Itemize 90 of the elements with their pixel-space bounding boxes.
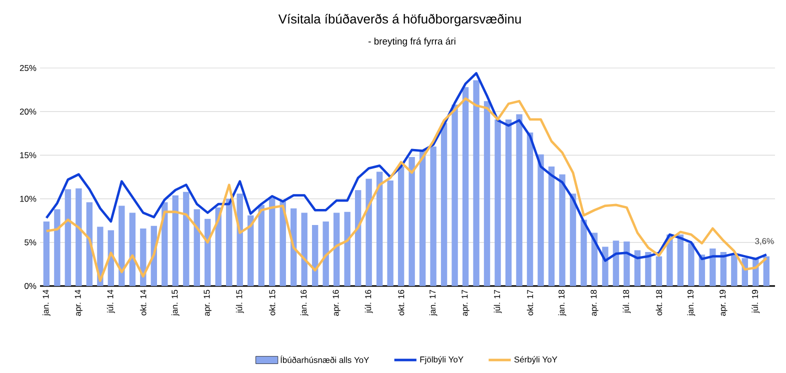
y-tick-label: 25%: [20, 65, 36, 71]
bar: [129, 212, 136, 286]
bar: [677, 234, 684, 286]
bar: [269, 198, 276, 286]
x-tick-label: júl. 17: [494, 290, 502, 314]
x-tick-label: jan. 18: [558, 290, 566, 316]
bar: [440, 122, 448, 286]
bar: [312, 224, 318, 286]
bar: [43, 221, 50, 286]
x-tick-label: apr. 18: [590, 290, 598, 316]
bar: [538, 154, 544, 286]
bar: [526, 132, 534, 286]
bar: [559, 174, 566, 286]
bar: [570, 194, 576, 286]
x-tick-label: jan. 17: [429, 290, 438, 316]
bar: [645, 252, 652, 286]
x-tick-label: júl. 19: [752, 290, 760, 314]
chart-title: Vísitala íbúðaverðs á höfuðborgarsvæðinu: [278, 14, 521, 26]
bar: [64, 189, 72, 286]
bar: [624, 242, 630, 286]
x-tick-label: apr. 17: [462, 290, 470, 316]
bar: [484, 101, 490, 286]
y-tick-label: 5%: [24, 239, 36, 246]
x-tick-label: jan. 16: [300, 290, 308, 316]
chart-subtitle: - breyting frá fyrra ári: [368, 38, 456, 46]
bar: [473, 80, 480, 286]
bar: [118, 206, 125, 286]
bar: [516, 114, 522, 286]
bar: [430, 146, 436, 286]
x-tick-label: okt. 18: [656, 290, 662, 316]
legend-label: Sérbýli YoY: [514, 356, 558, 364]
bar: [172, 195, 178, 286]
x-tick-label: júl. 15: [236, 290, 244, 314]
y-tick-label: 15%: [20, 152, 36, 158]
x-tick-label: okt. 17: [526, 290, 534, 316]
bar: [226, 198, 232, 286]
legend-label: Fjölbýli YoY: [420, 356, 464, 364]
bar: [387, 180, 394, 286]
bar: [54, 209, 60, 286]
bar: [194, 209, 200, 286]
bar: [656, 256, 662, 286]
bar: [366, 178, 372, 286]
bar: [376, 172, 383, 286]
bar: [462, 87, 469, 286]
bar: [204, 218, 211, 286]
y-tick-label: 10%: [20, 196, 36, 202]
x-tick-label: apr. 14: [74, 290, 82, 316]
bar: [354, 190, 362, 286]
bar: [419, 150, 426, 286]
bar: [344, 212, 350, 286]
x-tick-label: apr. 19: [720, 290, 728, 316]
y-tick-label: 0%: [24, 283, 36, 289]
bar: [140, 228, 146, 286]
bar: [162, 202, 168, 286]
x-tick-label: apr. 16: [332, 290, 340, 316]
bar: [494, 119, 501, 286]
bar: [710, 248, 716, 286]
bar: [236, 194, 243, 286]
bar: [580, 220, 587, 286]
bar: [301, 212, 308, 286]
bar: [333, 212, 340, 286]
bar: [322, 221, 329, 286]
bar: [548, 166, 555, 286]
x-tick-label: apr. 15: [204, 290, 212, 316]
bar: [258, 204, 264, 286]
x-tick-label: okt. 16: [398, 290, 404, 316]
x-tick-label: jan. 15: [171, 290, 180, 316]
bar: [76, 188, 82, 286]
x-tick-label: júl. 16: [364, 290, 373, 314]
annotation: 3,6%: [755, 238, 774, 246]
x-tick-label: okt. 14: [140, 290, 146, 316]
x-tick-label: júl. 18: [622, 290, 631, 314]
x-tick-label: jan. 14: [42, 290, 50, 316]
bar: [452, 104, 458, 286]
bar: [688, 243, 694, 286]
bar: [731, 254, 738, 286]
bar: [612, 240, 620, 286]
bar: [398, 166, 404, 286]
bar: [505, 119, 512, 286]
x-tick-label: okt. 15: [269, 290, 276, 316]
y-tick-label: 20%: [20, 108, 36, 115]
bar: [763, 256, 770, 286]
bar: [248, 215, 254, 286]
bar: [408, 156, 415, 286]
legend-label: Íbúðarhúsnæði alls YoY: [280, 356, 370, 364]
bar: [183, 192, 190, 286]
bar: [720, 252, 727, 286]
bar: [634, 250, 641, 286]
x-tick-label: júl. 14: [106, 290, 115, 314]
x-tick-label: jan. 19: [687, 290, 696, 316]
